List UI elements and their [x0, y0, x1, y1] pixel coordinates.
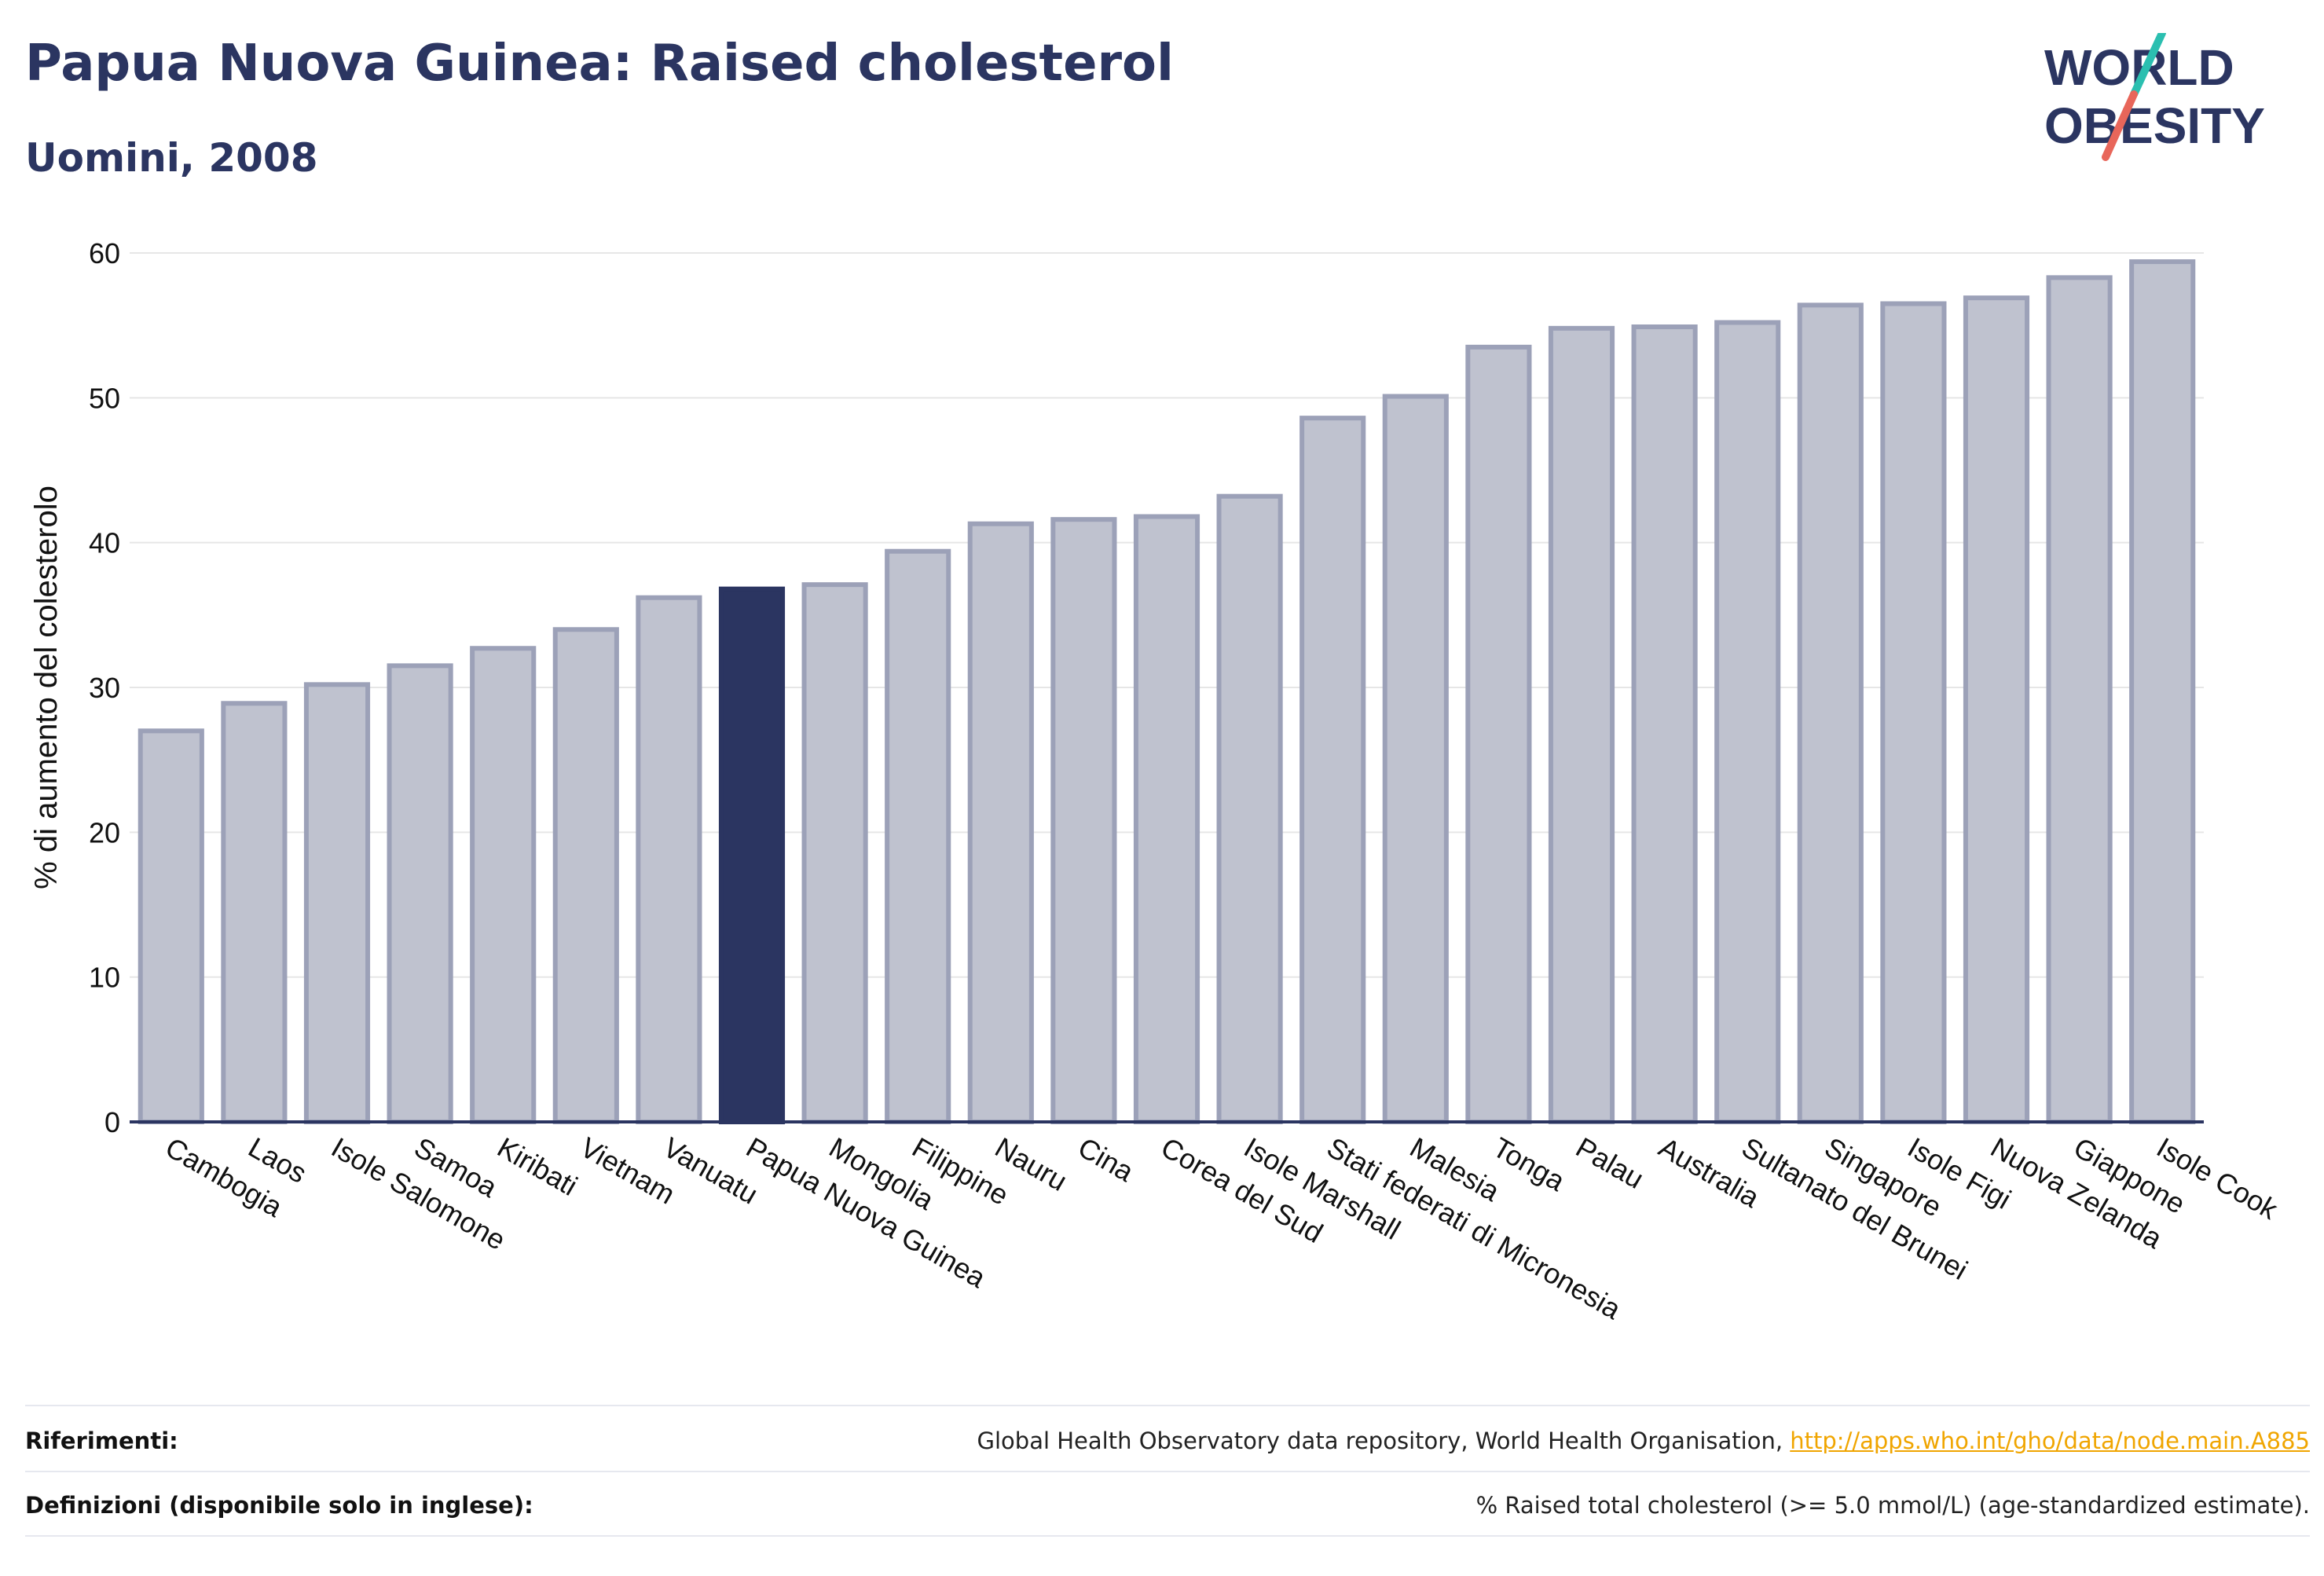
bar — [1133, 514, 1200, 1124]
logo-text-obesity: OBESITY — [2044, 97, 2265, 154]
footer-divider-middle — [25, 1471, 2310, 1472]
references-text: Global Health Observatory data repositor… — [977, 1428, 1791, 1454]
y-tick-label: 20 — [89, 816, 120, 848]
y-tick-label: 40 — [89, 527, 120, 559]
bar — [1050, 517, 1117, 1124]
logo-slash-top — [2130, 33, 2166, 98]
bar — [2046, 275, 2113, 1124]
bar — [1797, 302, 1864, 1124]
x-tick-label: Kiribati — [492, 1131, 583, 1202]
bar — [1216, 493, 1283, 1124]
bar — [1548, 325, 1615, 1124]
bar — [387, 663, 453, 1124]
y-tick-label: 30 — [89, 672, 120, 704]
chart-title: Papua Nuova Guinea: Raised cholesterol — [25, 35, 1174, 93]
bar — [470, 646, 537, 1124]
bar — [1963, 295, 2030, 1125]
y-tick-label: 50 — [89, 382, 120, 414]
x-tick-label: Palau — [1571, 1131, 1649, 1195]
bar — [801, 582, 868, 1124]
x-tick-label: Vanuatu — [658, 1131, 763, 1210]
references-link[interactable]: http://apps.who.int/gho/data/node.main.A… — [1790, 1428, 2310, 1454]
definitions-label: Definizioni (disponibile solo in inglese… — [25, 1492, 533, 1519]
bar — [1299, 416, 1366, 1124]
bar — [1714, 320, 1781, 1125]
bar — [885, 548, 951, 1124]
bar — [1880, 301, 1947, 1124]
chart-subtitle: Uomini, 2008 — [25, 135, 318, 181]
bars — [137, 259, 2196, 1125]
bar — [1382, 394, 1449, 1124]
bar — [1631, 324, 1698, 1124]
bar — [636, 595, 702, 1124]
bar-highlight — [718, 586, 786, 1124]
footer-references-row: Riferimenti: Global Health Observatory d… — [25, 1409, 2310, 1472]
bar — [2129, 259, 2196, 1124]
x-tick-label: Vietnam — [575, 1131, 680, 1210]
footer-divider-bottom — [25, 1535, 2310, 1537]
y-tick-label: 60 — [89, 237, 120, 269]
bar — [137, 728, 204, 1124]
bar — [967, 521, 1034, 1124]
bar — [1465, 344, 1532, 1125]
bar — [303, 682, 371, 1124]
x-tick-label: Cina — [1072, 1131, 1139, 1188]
bar — [552, 627, 619, 1124]
world-obesity-logo: WORLD OBESITY — [2044, 33, 2265, 161]
y-axis-ticks: 0 10 20 30 40 50 60 — [89, 237, 120, 1138]
logo-slash-bottom — [2102, 90, 2138, 161]
bar — [221, 701, 288, 1124]
footer-definitions-row: Definizioni (disponibile solo in inglese… — [25, 1474, 2310, 1537]
references-value: Global Health Observatory data repositor… — [977, 1428, 2310, 1454]
y-tick-label: 10 — [89, 962, 120, 994]
y-axis-label: % di aumento del colesterolo — [29, 486, 64, 889]
references-label: Riferimenti: — [25, 1428, 178, 1454]
definitions-value: % Raised total cholesterol (>= 5.0 mmol/… — [1475, 1492, 2310, 1519]
footer-divider-top — [25, 1405, 2310, 1406]
y-tick-label: 0 — [104, 1106, 120, 1138]
